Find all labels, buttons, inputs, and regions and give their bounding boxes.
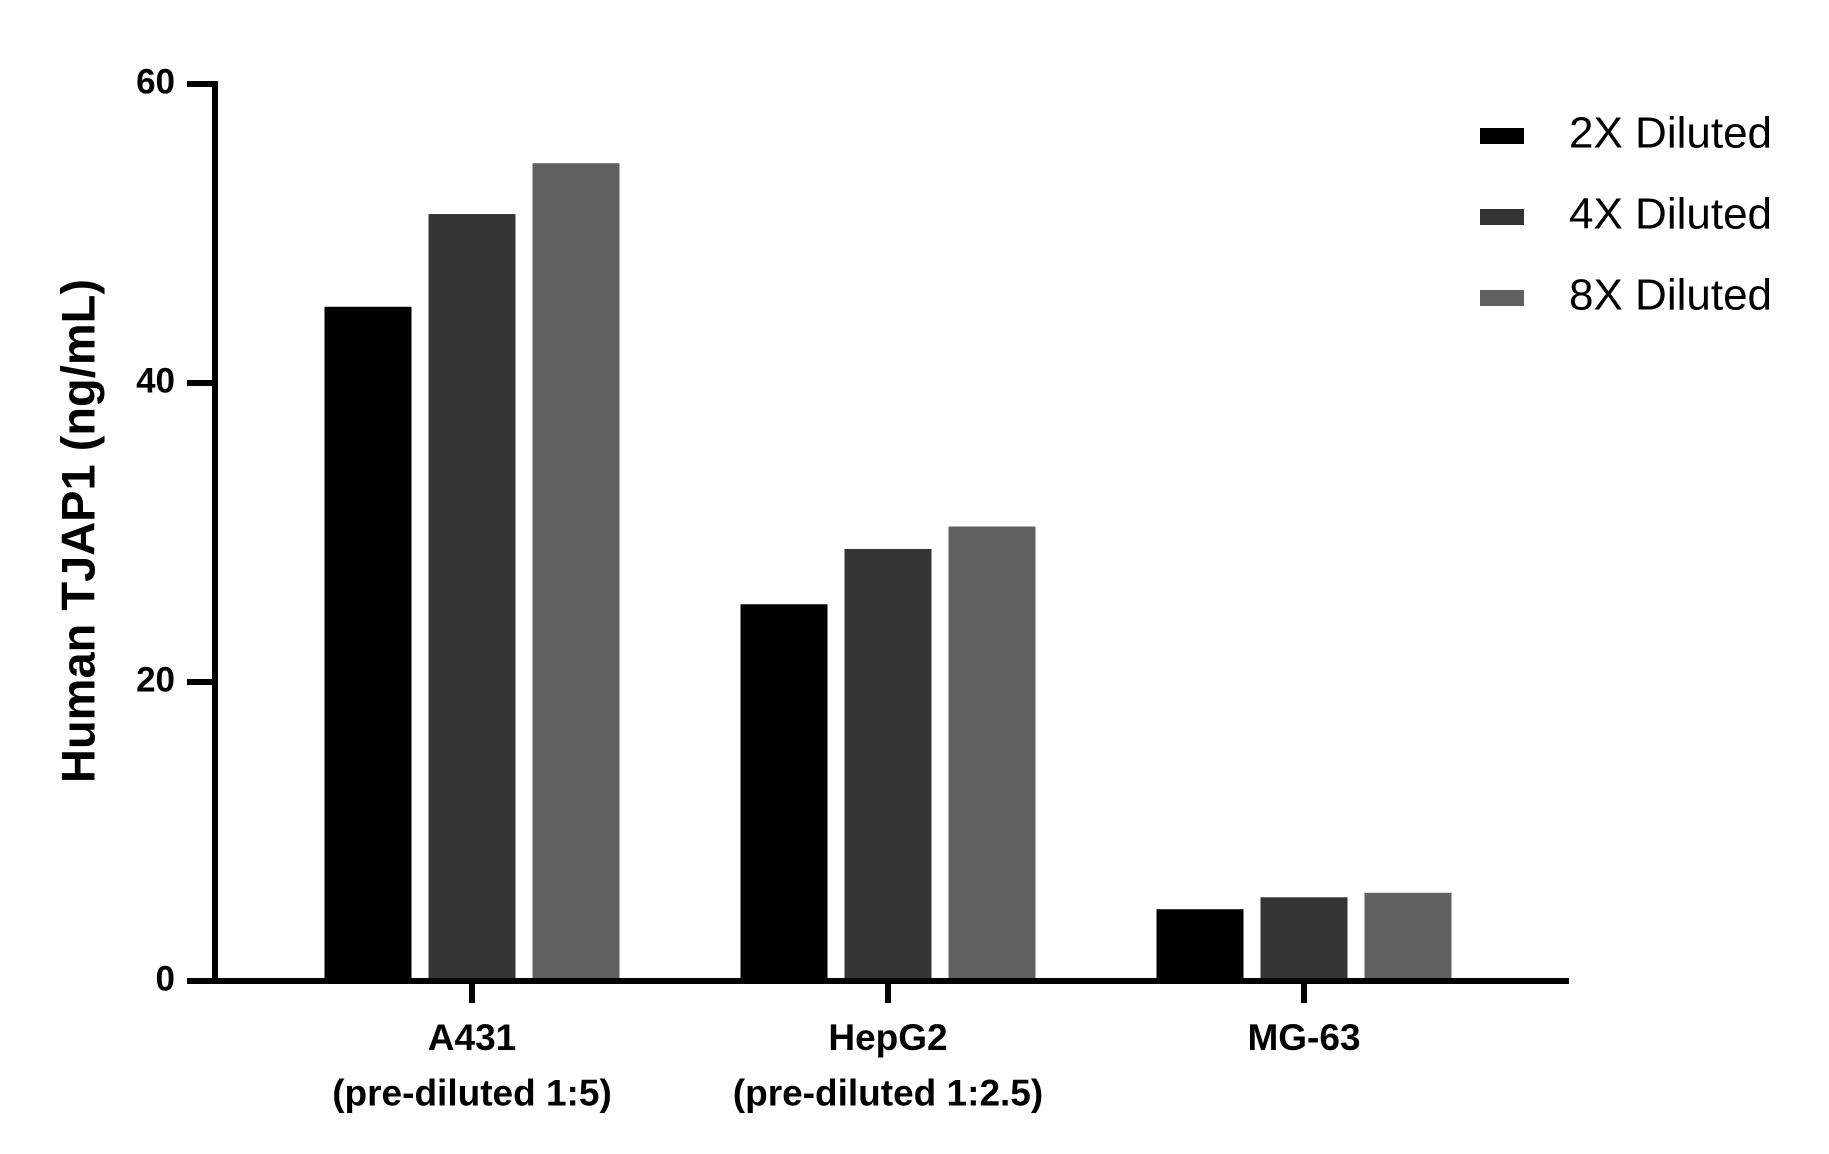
bar bbox=[844, 548, 932, 981]
y-tick-label: 60 bbox=[136, 62, 175, 101]
x-tick-label: HepG2 (pre-diluted 1:2.5) bbox=[733, 1017, 1043, 1114]
legend-swatch bbox=[1480, 128, 1524, 144]
legend-label: 2X Diluted bbox=[1569, 109, 1772, 158]
legend-swatch bbox=[1480, 290, 1524, 306]
y-tick-label: 0 bbox=[156, 959, 175, 998]
bar bbox=[1364, 892, 1452, 981]
x-tick-label: A431 (pre-diluted 1:5) bbox=[332, 1017, 612, 1114]
bar bbox=[948, 526, 1036, 981]
bar bbox=[324, 306, 412, 981]
y-tick-label: 20 bbox=[136, 660, 175, 699]
bar bbox=[532, 163, 620, 982]
y-axis-title: Human TJAP1 (ng/mL) bbox=[51, 279, 104, 783]
legend-label: 8X Diluted bbox=[1569, 271, 1772, 320]
bar bbox=[740, 604, 828, 981]
legend-swatch bbox=[1480, 209, 1524, 225]
bar bbox=[1260, 897, 1348, 981]
bar bbox=[428, 214, 516, 981]
legend-label: 4X Diluted bbox=[1569, 190, 1772, 239]
bar bbox=[1156, 909, 1244, 981]
y-tick-label: 40 bbox=[136, 361, 175, 400]
x-tick-label: MG-63 bbox=[1247, 1017, 1360, 1058]
